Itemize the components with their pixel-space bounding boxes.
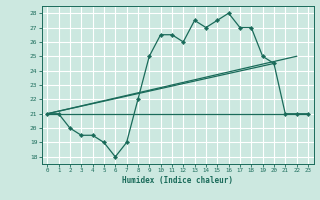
X-axis label: Humidex (Indice chaleur): Humidex (Indice chaleur) bbox=[122, 176, 233, 185]
